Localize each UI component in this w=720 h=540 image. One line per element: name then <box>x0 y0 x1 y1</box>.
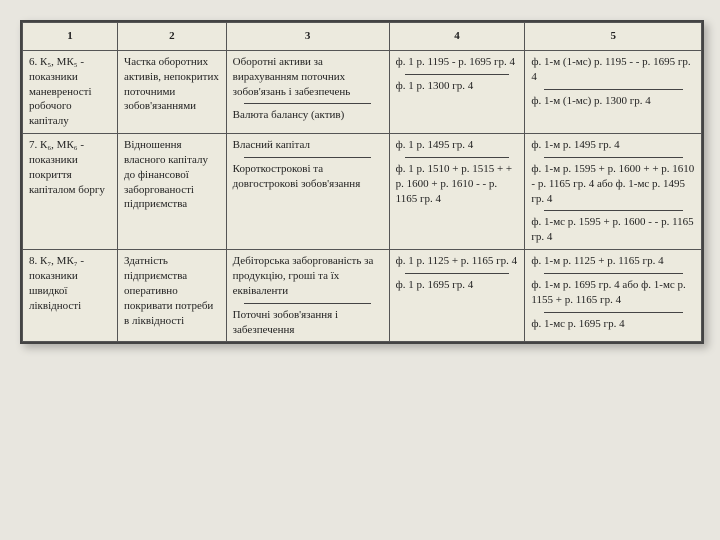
cell-7-5: ф. 1-м р. 1495 гр. 4 ф. 1-м р. 1595 + р.… <box>525 134 702 250</box>
fraction-line <box>544 210 683 211</box>
fraction-line <box>405 157 509 158</box>
denominator: ф. 1-м (1-мс) р. 1300 гр. 4 <box>531 94 695 109</box>
cell-8-3: Дебіторська заборгованість за продукцію,… <box>226 250 389 342</box>
header-4: 4 <box>389 23 525 51</box>
header-5: 5 <box>525 23 702 51</box>
cell-6-4: ф. 1 р. 1195 - р. 1695 гр. 4 ф. 1 р. 130… <box>389 50 525 133</box>
fraction-line <box>244 103 371 104</box>
numerator: Дебіторська заборгованість за продукцію,… <box>233 254 383 299</box>
numerator: ф. 1 р. 1195 - р. 1695 гр. 4 <box>396 55 519 70</box>
part-c: ф. 1-мс р. 1595 + р. 1600 - - р. 1165 гр… <box>531 215 695 245</box>
cell-7-3: Власний капітал Короткострокові та довго… <box>226 134 389 250</box>
fraction-line <box>405 273 509 274</box>
numerator: Оборотні активи за вирахуванням поточних… <box>233 55 383 100</box>
header-1: 1 <box>23 23 118 51</box>
table-row: 6. К₅, МК₅ - показники маневреності робо… <box>23 50 702 133</box>
table-row: 8. К₇, МК₇ - показники швидкої ліквіднос… <box>23 250 702 342</box>
cell-8-4: ф. 1 р. 1125 + р. 1165 гр. 4 ф. 1 р. 169… <box>389 250 525 342</box>
header-2: 2 <box>118 23 227 51</box>
part-a: ф. 1-м р. 1125 + р. 1165 гр. 4 <box>531 254 695 269</box>
part-a: ф. 1-м р. 1495 гр. 4 <box>531 138 695 153</box>
numerator: Власний капітал <box>233 138 383 153</box>
denominator: ф. 1 р. 1510 + р. 1515 + + р. 1600 + р. … <box>396 162 519 207</box>
denominator: ф. 1 р. 1695 гр. 4 <box>396 278 519 293</box>
part-b: ф. 1-м р. 1695 гр. 4 або ф. 1-мс р. 1155… <box>531 278 695 308</box>
fraction-line <box>544 157 683 158</box>
header-3: 3 <box>226 23 389 51</box>
denominator: ф. 1 р. 1300 гр. 4 <box>396 79 519 94</box>
fraction-line <box>544 89 683 90</box>
table-row: 7. К₆, МК₆ - показники покриття капітало… <box>23 134 702 250</box>
cell-8-1: 8. К₇, МК₇ - показники швидкої ліквіднос… <box>23 250 118 342</box>
table-frame: 1 2 3 4 5 6. К₅, МК₅ - показники маневре… <box>20 20 704 344</box>
numerator: ф. 1-м (1-мс) р. 1195 - - р. 1695 гр. 4 <box>531 55 695 85</box>
fraction-line <box>544 273 683 274</box>
cell-6-2: Частка оборотних активів, непокритих пот… <box>118 50 227 133</box>
cell-8-5: ф. 1-м р. 1125 + р. 1165 гр. 4 ф. 1-м р.… <box>525 250 702 342</box>
numerator: ф. 1 р. 1125 + р. 1165 гр. 4 <box>396 254 519 269</box>
cell-6-3: Оборотні активи за вирахуванням поточних… <box>226 50 389 133</box>
indicators-table: 1 2 3 4 5 6. К₅, МК₅ - показники маневре… <box>22 22 702 342</box>
fraction-line <box>244 303 371 304</box>
fraction-line <box>544 312 683 313</box>
cell-6-1: 6. К₅, МК₅ - показники маневреності робо… <box>23 50 118 133</box>
denominator: Валюта балансу (актив) <box>233 108 383 123</box>
denominator: Поточні зобов'язання і забезпечення <box>233 308 383 338</box>
header-row: 1 2 3 4 5 <box>23 23 702 51</box>
fraction-line <box>405 74 509 75</box>
cell-7-2: Відношення власного капіталу до фінансов… <box>118 134 227 250</box>
denominator: Короткострокові та довгострокові зобов'я… <box>233 162 383 192</box>
cell-7-4: ф. 1 р. 1495 гр. 4 ф. 1 р. 1510 + р. 151… <box>389 134 525 250</box>
cell-6-5: ф. 1-м (1-мс) р. 1195 - - р. 1695 гр. 4 … <box>525 50 702 133</box>
part-b: ф. 1-м р. 1595 + р. 1600 + + р. 1610 - р… <box>531 162 695 207</box>
cell-7-1: 7. К₆, МК₆ - показники покриття капітало… <box>23 134 118 250</box>
numerator: ф. 1 р. 1495 гр. 4 <box>396 138 519 153</box>
part-c: ф. 1-мс р. 1695 гр. 4 <box>531 317 695 332</box>
fraction-line <box>244 157 371 158</box>
cell-8-2: Здатність підприємства оперативно покрив… <box>118 250 227 342</box>
